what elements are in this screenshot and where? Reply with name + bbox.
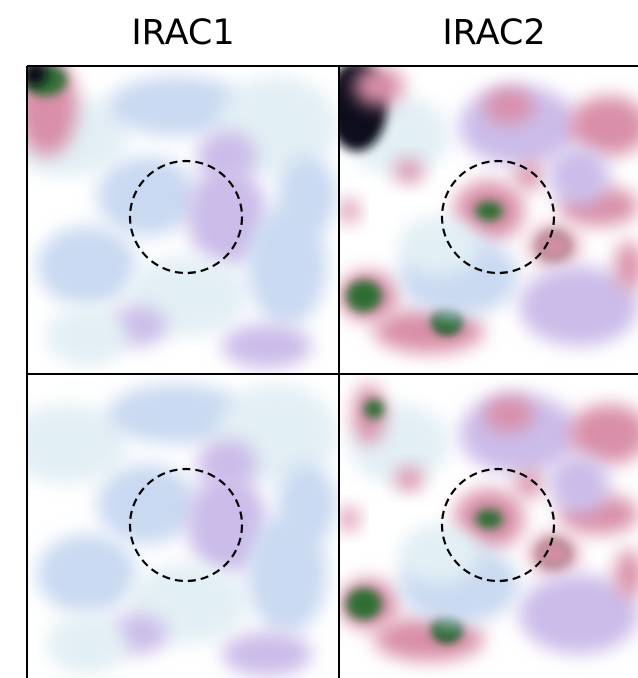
image-blob [197,439,257,489]
image-blob [37,226,137,306]
image-blob [47,614,127,674]
image-panel [7,56,347,386]
page: IRAC1 IRAC2 (() => { const data = JSON.p… [0,0,638,678]
image-blob [97,464,197,544]
image-blob [346,588,382,620]
image-blob [530,534,578,574]
image-blob [222,324,312,368]
image-blob [374,309,484,353]
image-blob [395,467,423,491]
image-panel [339,374,638,678]
image-blob [549,146,609,206]
image-blob [277,464,337,544]
image-blob [399,524,479,584]
image-blob [339,507,359,531]
image-blob [47,306,127,366]
image-blob [222,632,312,676]
image-blob [197,131,257,181]
image-blob [475,509,503,529]
image-blob [515,470,543,498]
column-title: IRAC2 [442,13,545,53]
image-blob [475,201,503,221]
image-blob [37,534,137,614]
image-blob [339,199,359,223]
image-blob [515,162,543,190]
image-blob [549,454,609,514]
figure: IRAC1 IRAC2 [0,0,638,678]
image-blob [346,280,382,312]
image-blob [484,88,534,124]
column-title: IRAC1 [131,13,234,53]
image-blob [530,226,578,266]
image-blob [395,159,423,183]
image-blob [97,156,197,236]
image-blob [484,396,534,432]
image-blob [277,156,337,236]
image-blob [374,617,484,661]
image-panel [327,61,638,386]
image-blob [364,399,384,419]
image-panel [7,374,347,678]
panels [7,56,638,678]
image-blob [354,66,404,106]
image-blob [399,216,479,276]
